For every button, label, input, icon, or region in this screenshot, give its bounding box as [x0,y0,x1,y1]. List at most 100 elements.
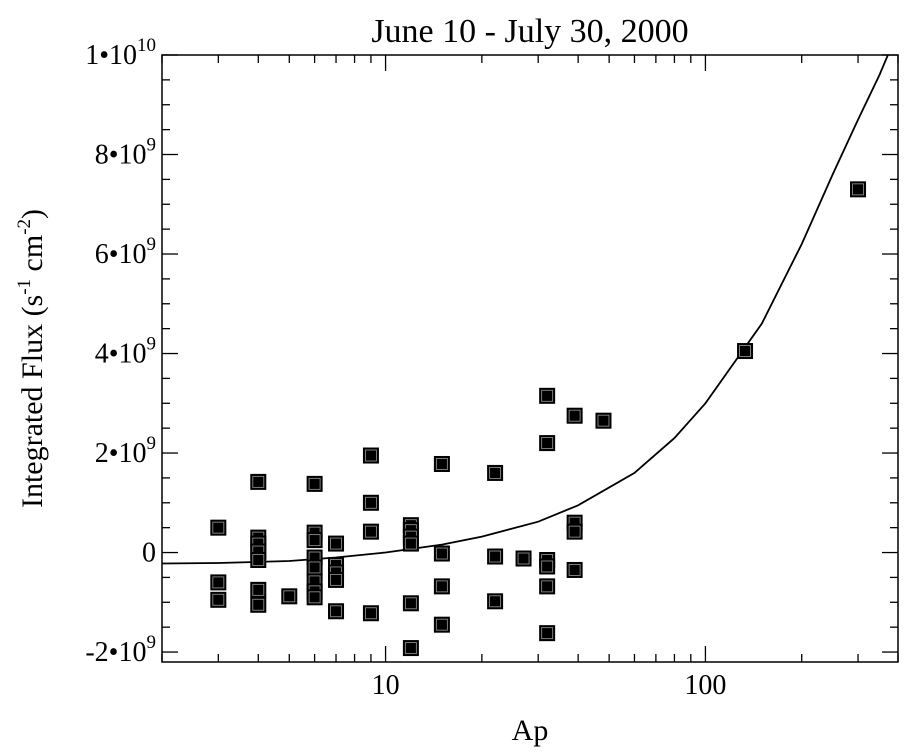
data-point [539,578,556,595]
data-point-square [433,545,450,562]
data-point [402,535,419,552]
data-point-inner-outline [541,580,554,593]
data-point-square [539,578,556,595]
data-point-inner-outline [568,409,581,422]
data-point-square [210,519,227,536]
data-point [362,494,379,511]
y-tick-label-base: 6•10 [95,239,147,270]
data-point-inner-outline [283,590,296,603]
data-point [281,588,298,605]
data-point-square [210,574,227,591]
data-point-inner-outline [568,564,581,576]
data-point-square [362,447,379,464]
data-point-inner-outline [404,537,417,550]
data-point-inner-outline [308,561,321,574]
data-point-square [328,571,345,588]
y-tick-label-exponent: 9 [147,632,157,653]
data-point-inner-outline [364,607,377,620]
data-point [539,558,556,575]
data-point [737,343,754,360]
y-axis-label-mid: cm [16,235,49,279]
data-point [433,616,450,633]
data-point-inner-outline [330,605,342,618]
data-point [402,640,419,657]
data-point [402,595,419,612]
data-point-inner-outline [435,547,448,560]
plot-axes [161,54,899,663]
y-tick-label: 8•109 [95,135,156,171]
data-point-inner-outline [330,573,342,586]
y-tick-label-base: 0 [142,538,156,569]
data-point-inner-outline [435,580,448,593]
data-point-square [539,435,556,452]
data-point-square [306,475,323,492]
data-point-inner-outline [541,389,554,402]
data-point [487,593,504,610]
y-tick-label-exponent: 9 [147,334,157,355]
y-tick-label-base: -2•10 [85,637,146,668]
fit-curve [161,54,889,565]
data-point-square [487,593,504,610]
data-point [595,412,612,429]
data-point-square [402,535,419,552]
data-point-inner-outline [252,583,265,596]
data-point-square [306,532,323,549]
data-point [250,552,267,569]
data-point-square [402,595,419,612]
data-point-inner-outline [364,525,377,538]
data-point-inner-outline [404,597,417,610]
data-point [566,561,583,578]
y-tick-label-exponent: 9 [147,433,157,454]
data-point [539,435,556,452]
data-point-square [402,640,419,657]
data-point-inner-outline [308,477,321,490]
data-point [328,571,345,588]
data-point [433,545,450,562]
y-axis-label-exp1: -1 [14,279,35,295]
data-point [362,605,379,622]
y-axis-label-exp2: -2 [14,219,35,235]
plot-frame [161,54,899,663]
data-point-inner-outline [517,552,530,565]
fit-curve-layer [161,54,889,565]
data-point-square [539,625,556,642]
data-point-inner-outline [541,627,554,640]
y-tick-label-base: 2•10 [95,438,147,469]
data-point [566,407,583,424]
data-point-square [281,588,298,605]
x-tick-label: 10 [372,670,400,701]
data-point-square [250,552,267,569]
y-tick-label: 4•109 [95,334,156,370]
data-point-square [595,412,612,429]
y-tick-label: 6•109 [95,234,156,270]
data-point-square [737,343,754,360]
data-point-inner-outline [212,521,225,534]
y-tick-label-exponent: 10 [137,35,156,56]
y-axis-label-end: ) [16,209,49,219]
y-tick-label-base: 4•10 [95,339,147,370]
data-point-inner-outline [212,593,225,606]
data-point [487,464,504,481]
data-point-square [210,591,227,608]
data-point-inner-outline [541,437,554,450]
data-point [306,475,323,492]
data-point-square [250,581,267,598]
data-point-inner-outline [252,554,265,566]
data-point-square [306,559,323,576]
data-point-square [515,550,532,567]
data-point-square [328,603,345,620]
data-point-inner-outline [489,595,502,608]
data-point-square [433,578,450,595]
chart-title: June 10 - July 30, 2000 [371,13,688,50]
y-tick-label-base: 8•10 [95,140,147,171]
data-point-inner-outline [212,576,225,589]
data-point-square [306,589,323,606]
y-tick-label: -2•109 [85,632,156,668]
data-point [210,574,227,591]
data-point-square [850,181,867,198]
y-tick-label-base: 1•10 [85,40,137,71]
data-point-inner-outline [852,183,864,196]
data-point-square [433,455,450,472]
data-point-inner-outline [330,537,342,550]
